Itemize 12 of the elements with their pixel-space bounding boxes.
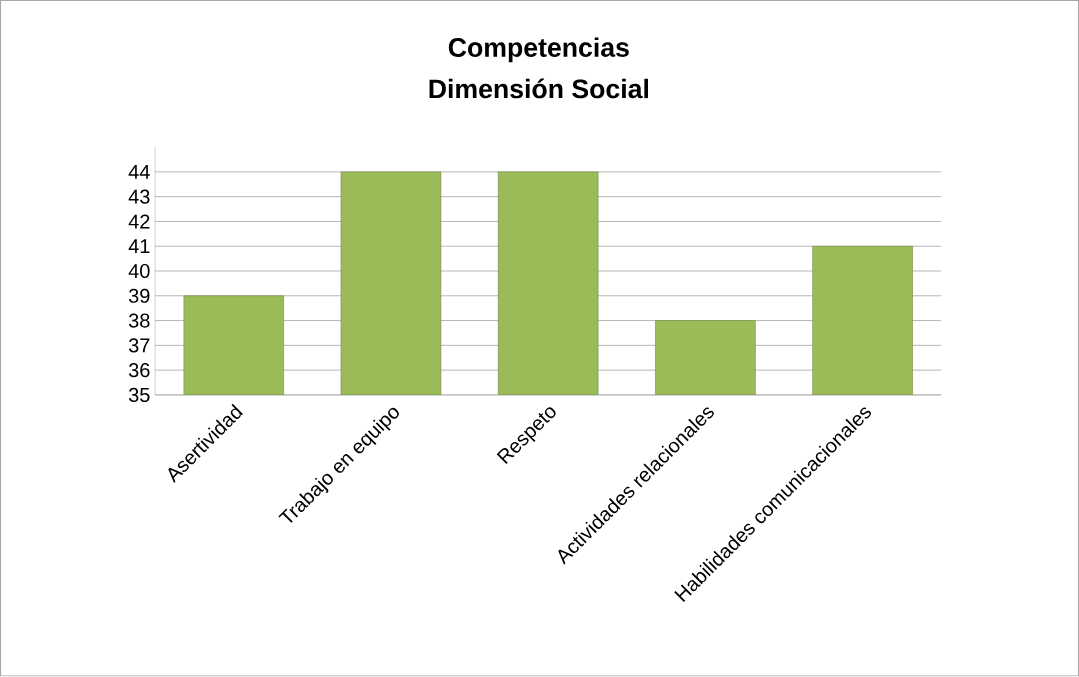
y-tick-label: 40 bbox=[128, 264, 150, 279]
y-tick-label: 37 bbox=[128, 338, 150, 353]
y-tick-label: 36 bbox=[128, 363, 150, 378]
y-tick-label: 41 bbox=[128, 239, 150, 254]
y-tick-label: 44 bbox=[128, 165, 150, 179]
chart-title: Competencias bbox=[448, 37, 629, 63]
y-tick-label: 38 bbox=[128, 313, 150, 328]
y-tick-label: 42 bbox=[128, 214, 150, 229]
y-tick-label: 35 bbox=[128, 388, 150, 403]
chart-subtitle: Dimensión Social bbox=[429, 78, 648, 99]
y-tick-label: 39 bbox=[128, 288, 150, 304]
y-tick-label: 43 bbox=[128, 189, 150, 204]
